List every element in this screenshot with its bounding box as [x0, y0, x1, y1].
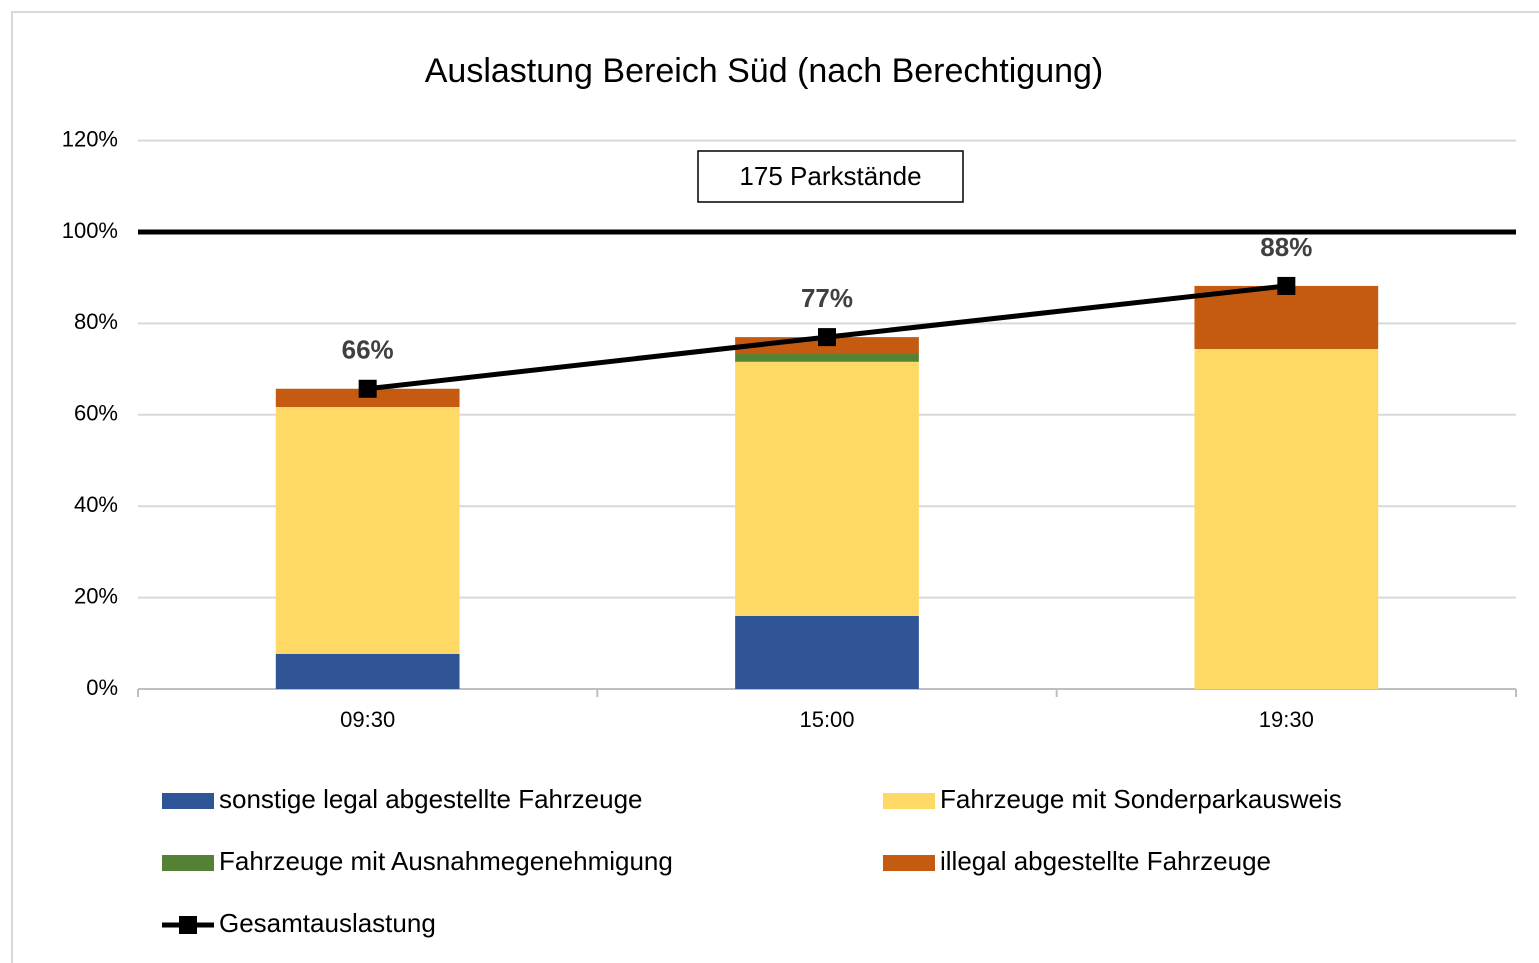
line-marker — [358, 379, 377, 398]
annotation: 175 Parkstände — [739, 161, 921, 191]
bar-segment — [735, 615, 919, 689]
y-tick-label: 0% — [86, 675, 118, 700]
y-tick-label: 120% — [62, 126, 118, 151]
bar-segment — [1194, 348, 1379, 689]
legend-label: Gesamtauslastung — [219, 908, 436, 938]
legend-swatch — [883, 793, 935, 809]
y-tick-label: 80% — [74, 309, 118, 334]
bar-segment — [275, 388, 460, 408]
legend-label: illegal abgestellte Fahrzeuge — [940, 846, 1271, 876]
legend-label: Fahrzeuge mit Sonderparkausweis — [940, 784, 1342, 814]
legend-swatch — [162, 793, 214, 809]
y-tick-label: 100% — [62, 218, 118, 243]
legend-swatch — [162, 855, 214, 871]
chart-title: Auslastung Bereich Süd (nach Berechtigun… — [425, 52, 1104, 90]
x-tick-label: 15:00 — [799, 707, 854, 732]
legend-label: sonstige legal abgestellte Fahrzeuge — [219, 784, 643, 814]
legend-marker — [179, 916, 197, 934]
bar-segment — [275, 653, 460, 689]
data-label: 88% — [1260, 232, 1312, 262]
bar-segment — [275, 407, 460, 654]
bar-segment — [1194, 285, 1379, 349]
y-tick-label: 40% — [74, 492, 118, 517]
data-label: 66% — [342, 335, 394, 365]
x-tick-label: 09:30 — [340, 707, 395, 732]
legend-label: Fahrzeuge mit Ausnahmegenehmigung — [219, 846, 673, 876]
bar-segment — [735, 361, 919, 616]
x-tick-label: 19:30 — [1259, 707, 1314, 732]
y-tick-label: 60% — [74, 401, 118, 426]
y-tick-label: 20% — [74, 583, 118, 608]
annotation-box — [697, 150, 964, 203]
legend-swatch — [883, 855, 935, 871]
line-marker — [1277, 276, 1296, 295]
bar-segment — [735, 354, 919, 362]
data-label: 77% — [801, 283, 853, 313]
line-marker — [818, 328, 836, 347]
